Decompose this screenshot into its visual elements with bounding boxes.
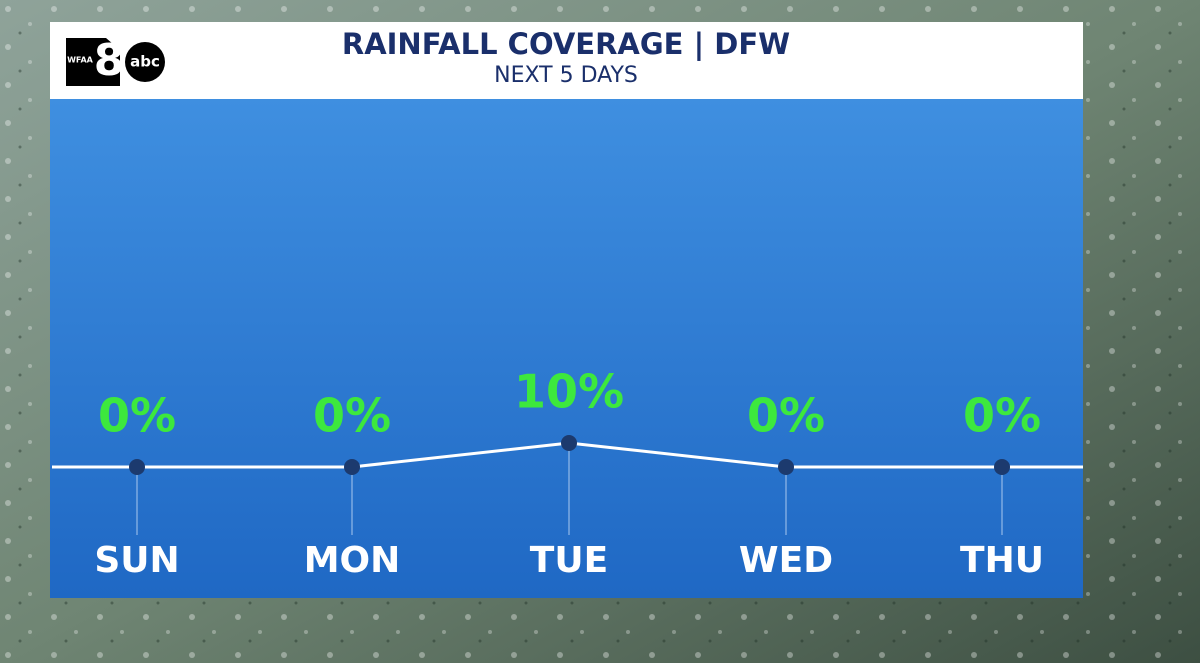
logo-shape — [66, 38, 120, 86]
x-tick-label: SUN — [94, 540, 179, 581]
logo-station: WFAA — [67, 56, 94, 65]
x-tick-label: THU — [960, 540, 1044, 581]
chart-subtitle: NEXT 5 DAYS — [494, 63, 638, 88]
value-label: 0% — [747, 389, 825, 443]
value-label: 0% — [963, 389, 1041, 443]
point — [129, 459, 145, 475]
point — [778, 459, 794, 475]
value-label: 10% — [514, 365, 624, 419]
chart-panel — [50, 99, 1083, 598]
point — [561, 435, 577, 451]
value-label: 0% — [313, 389, 391, 443]
logo-number: 8 — [94, 35, 125, 86]
logo: WFAA 8 abc — [66, 35, 165, 86]
point — [994, 459, 1010, 475]
value-label: 0% — [98, 389, 176, 443]
x-tick-label: MON — [304, 540, 401, 581]
point — [344, 459, 360, 475]
header-panel — [50, 22, 1083, 99]
logo-network: abc — [130, 53, 160, 71]
logo-circle — [125, 42, 165, 82]
x-tick-label: TUE — [530, 540, 608, 581]
chart-title: RAINFALL COVERAGE | DFW — [342, 27, 790, 61]
x-tick-label: WED — [739, 540, 833, 581]
